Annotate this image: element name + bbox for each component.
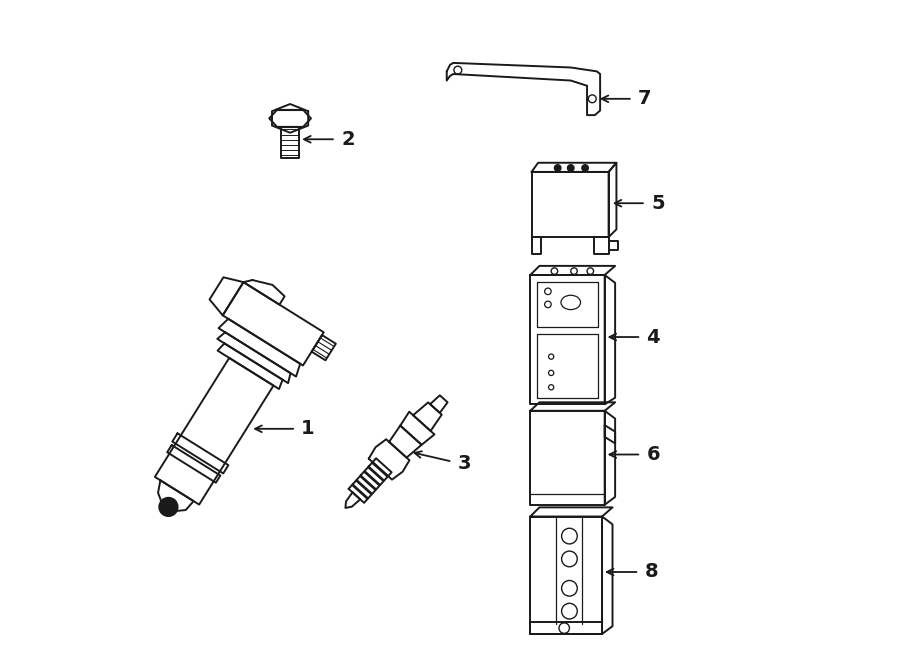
Polygon shape — [361, 471, 380, 490]
Polygon shape — [608, 163, 617, 237]
Polygon shape — [364, 467, 383, 485]
Polygon shape — [272, 104, 308, 133]
Polygon shape — [530, 275, 605, 405]
Polygon shape — [219, 319, 301, 377]
Polygon shape — [530, 508, 613, 516]
Polygon shape — [446, 63, 600, 115]
Polygon shape — [244, 280, 284, 305]
Polygon shape — [532, 237, 542, 254]
Polygon shape — [530, 403, 615, 410]
Polygon shape — [218, 343, 283, 389]
Polygon shape — [269, 110, 311, 127]
Polygon shape — [605, 275, 615, 405]
Polygon shape — [389, 426, 421, 457]
Text: 5: 5 — [651, 194, 664, 213]
Text: 4: 4 — [646, 328, 660, 346]
Polygon shape — [210, 278, 244, 315]
Polygon shape — [167, 445, 220, 483]
Polygon shape — [217, 332, 291, 383]
Polygon shape — [155, 358, 274, 504]
Polygon shape — [373, 458, 392, 476]
Polygon shape — [605, 410, 615, 505]
Text: 1: 1 — [302, 419, 315, 438]
Circle shape — [568, 165, 574, 171]
Polygon shape — [608, 241, 617, 251]
Polygon shape — [400, 412, 435, 445]
Text: 8: 8 — [644, 563, 658, 582]
Polygon shape — [532, 163, 616, 172]
Polygon shape — [353, 481, 372, 498]
Text: 2: 2 — [341, 130, 355, 149]
Circle shape — [581, 165, 589, 171]
Polygon shape — [172, 434, 229, 473]
Polygon shape — [413, 403, 442, 431]
Polygon shape — [532, 172, 608, 237]
Polygon shape — [369, 440, 410, 480]
Circle shape — [159, 498, 177, 516]
Polygon shape — [594, 237, 608, 254]
Polygon shape — [222, 282, 324, 366]
Polygon shape — [281, 127, 299, 157]
Polygon shape — [311, 335, 336, 360]
Polygon shape — [602, 516, 613, 634]
Polygon shape — [530, 410, 605, 505]
Polygon shape — [356, 476, 375, 494]
Text: 3: 3 — [457, 454, 471, 473]
Polygon shape — [346, 492, 360, 508]
Polygon shape — [530, 622, 602, 634]
Polygon shape — [430, 395, 447, 413]
Text: 7: 7 — [638, 89, 652, 108]
Polygon shape — [158, 481, 194, 511]
Circle shape — [554, 165, 561, 171]
Polygon shape — [348, 485, 367, 503]
Polygon shape — [605, 425, 615, 444]
Text: 6: 6 — [646, 445, 660, 464]
Polygon shape — [530, 516, 602, 634]
Polygon shape — [530, 266, 615, 275]
Polygon shape — [369, 463, 388, 481]
